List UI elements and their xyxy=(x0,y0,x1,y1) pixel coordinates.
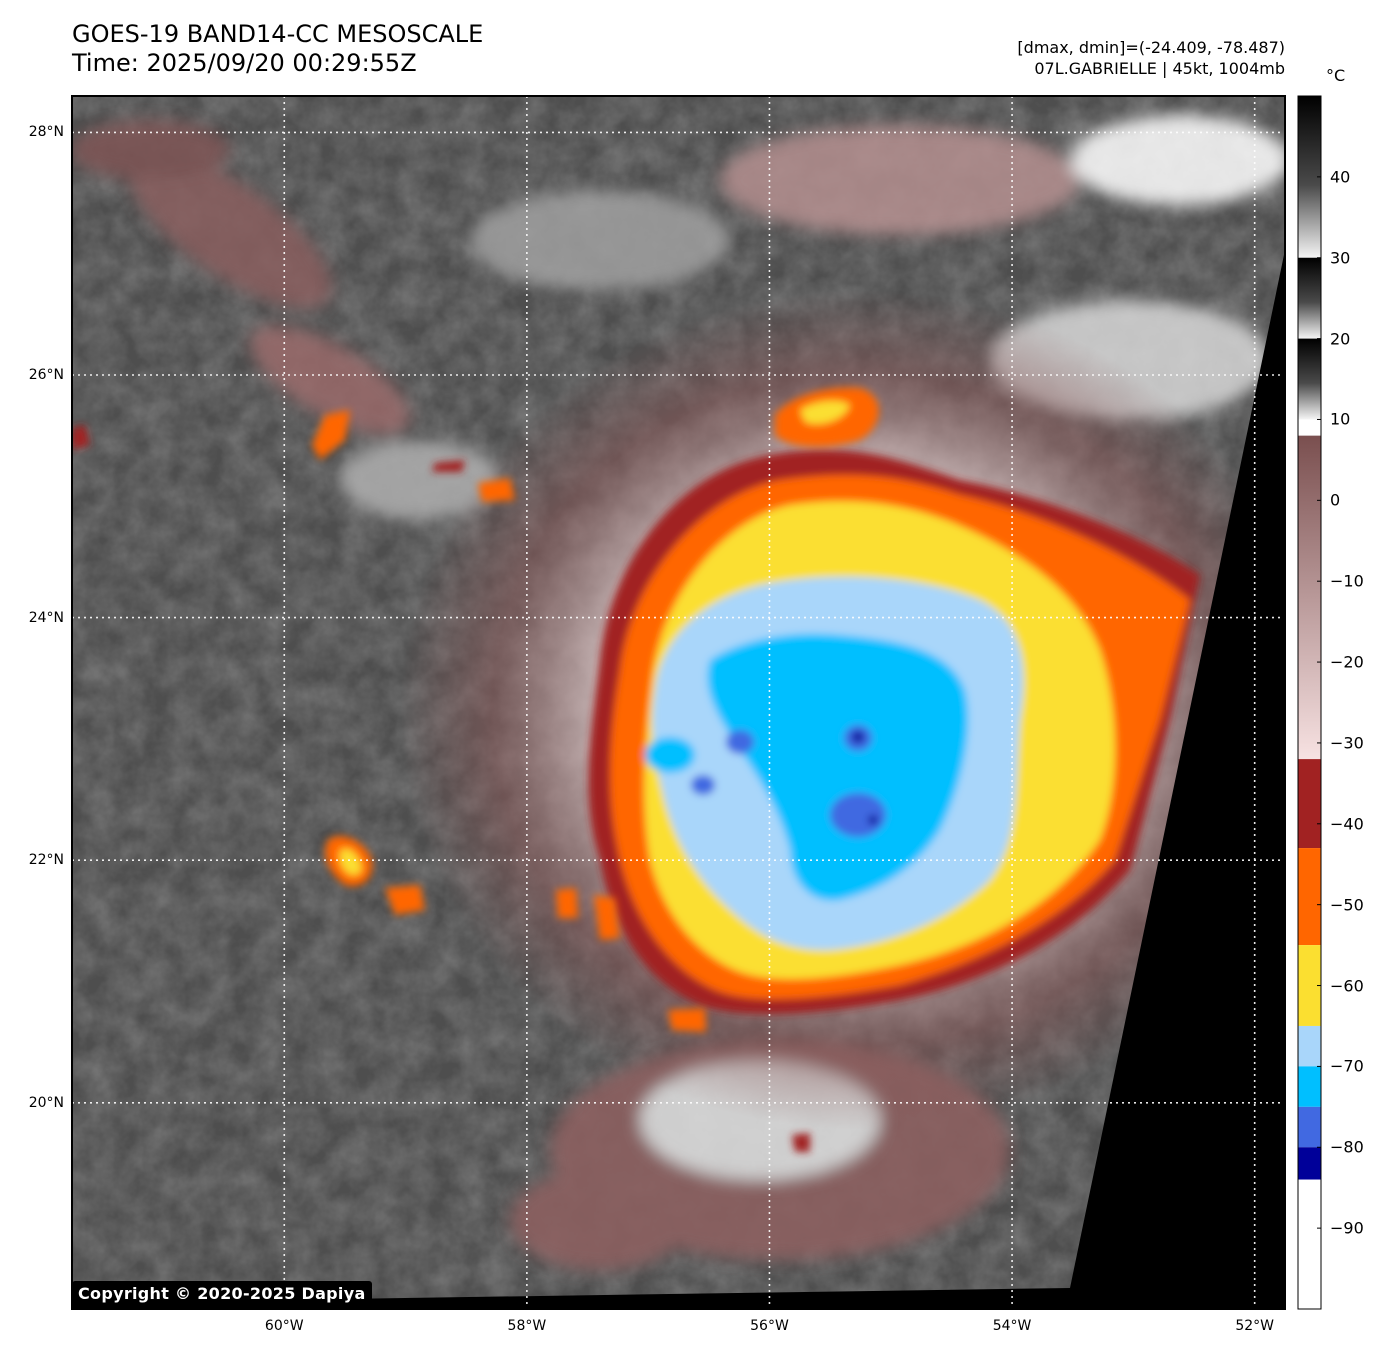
plot-frame xyxy=(71,95,1286,1310)
colorbar-tick-label: −20 xyxy=(1330,652,1364,672)
range-text: [dmax, dmin]=(-24.409, -78.487) xyxy=(1017,38,1285,57)
colorbar-tick-label: −10 xyxy=(1330,571,1364,591)
colorbar-segment xyxy=(1298,945,1321,1026)
title-line2: Time: 2025/09/20 00:29:55Z xyxy=(72,49,417,77)
colorbar-tick-label: 10 xyxy=(1330,409,1351,429)
lat-tick-label: 24°N xyxy=(28,609,64,626)
colorbar-tick-label: −30 xyxy=(1330,733,1364,753)
lon-tick-label: 60°W xyxy=(264,1318,304,1334)
colorbar-unit: °C xyxy=(1326,66,1346,85)
map-title: GOES-19 BAND14-CC MESOSCALE Time: 2025/0… xyxy=(72,20,483,78)
colorbar-segment xyxy=(1298,1066,1321,1107)
colorbar-segment xyxy=(1298,96,1321,258)
colorbar-tick-label: −90 xyxy=(1330,1218,1364,1238)
colorbar-segment xyxy=(1298,1179,1321,1309)
colorbar-tick-label: 20 xyxy=(1330,329,1351,349)
colorbar-segment xyxy=(1298,1025,1321,1067)
colorbar-segment xyxy=(1298,435,1321,760)
lon-tick-label: 54°W xyxy=(992,1318,1032,1334)
colorbar-segment xyxy=(1298,257,1321,339)
colorbar-segment xyxy=(1298,338,1321,420)
lon-tick-label: 52°W xyxy=(1235,1318,1275,1334)
colorbar-frame xyxy=(1297,95,1322,1310)
title-line1: GOES-19 BAND14-CC MESOSCALE xyxy=(72,20,484,48)
lat-tick-label: 22°N xyxy=(28,852,64,869)
colorbar xyxy=(1298,96,1321,1309)
colorbar-tick-label: −40 xyxy=(1330,814,1364,834)
colorbar-segment xyxy=(1298,759,1321,849)
colorbar-segment xyxy=(1298,848,1321,946)
colorbar-segment xyxy=(1298,1147,1321,1180)
colorbar-tick-label: 40 xyxy=(1330,167,1351,187)
lon-tick-label: 58°W xyxy=(507,1318,547,1334)
colorbar-tick-label: −70 xyxy=(1330,1056,1364,1076)
lat-tick-label: 26°N xyxy=(28,366,64,383)
colorbar-tick-label: −80 xyxy=(1330,1137,1364,1157)
colorbar-tick-label: −60 xyxy=(1330,976,1364,996)
cirrus-clouds xyxy=(72,115,1285,520)
lat-tick-label: 20°N xyxy=(28,1094,64,1111)
colorbar-tick-label: 0 xyxy=(1330,490,1341,510)
storm-text: 07L.GABRIELLE | 45kt, 1004mb xyxy=(1034,59,1285,78)
no-data-region xyxy=(72,250,1285,1309)
lat-tick-label: 28°N xyxy=(28,124,64,141)
cold-fragments xyxy=(72,387,879,1152)
colorbar-segment xyxy=(1298,1106,1321,1148)
colorbar-tick-label: −50 xyxy=(1330,895,1364,915)
lon-tick-label: 56°W xyxy=(750,1318,789,1334)
colorbar-segment xyxy=(1298,419,1321,436)
graticule xyxy=(72,96,1285,1309)
storm-meta: [dmax, dmin]=(-24.409, -78.487) 07L.GABR… xyxy=(1017,37,1285,79)
copyright-badge: Copyright © 2020-2025 Dapiya xyxy=(72,1281,372,1307)
colorbar-tick-label: 30 xyxy=(1330,248,1351,268)
